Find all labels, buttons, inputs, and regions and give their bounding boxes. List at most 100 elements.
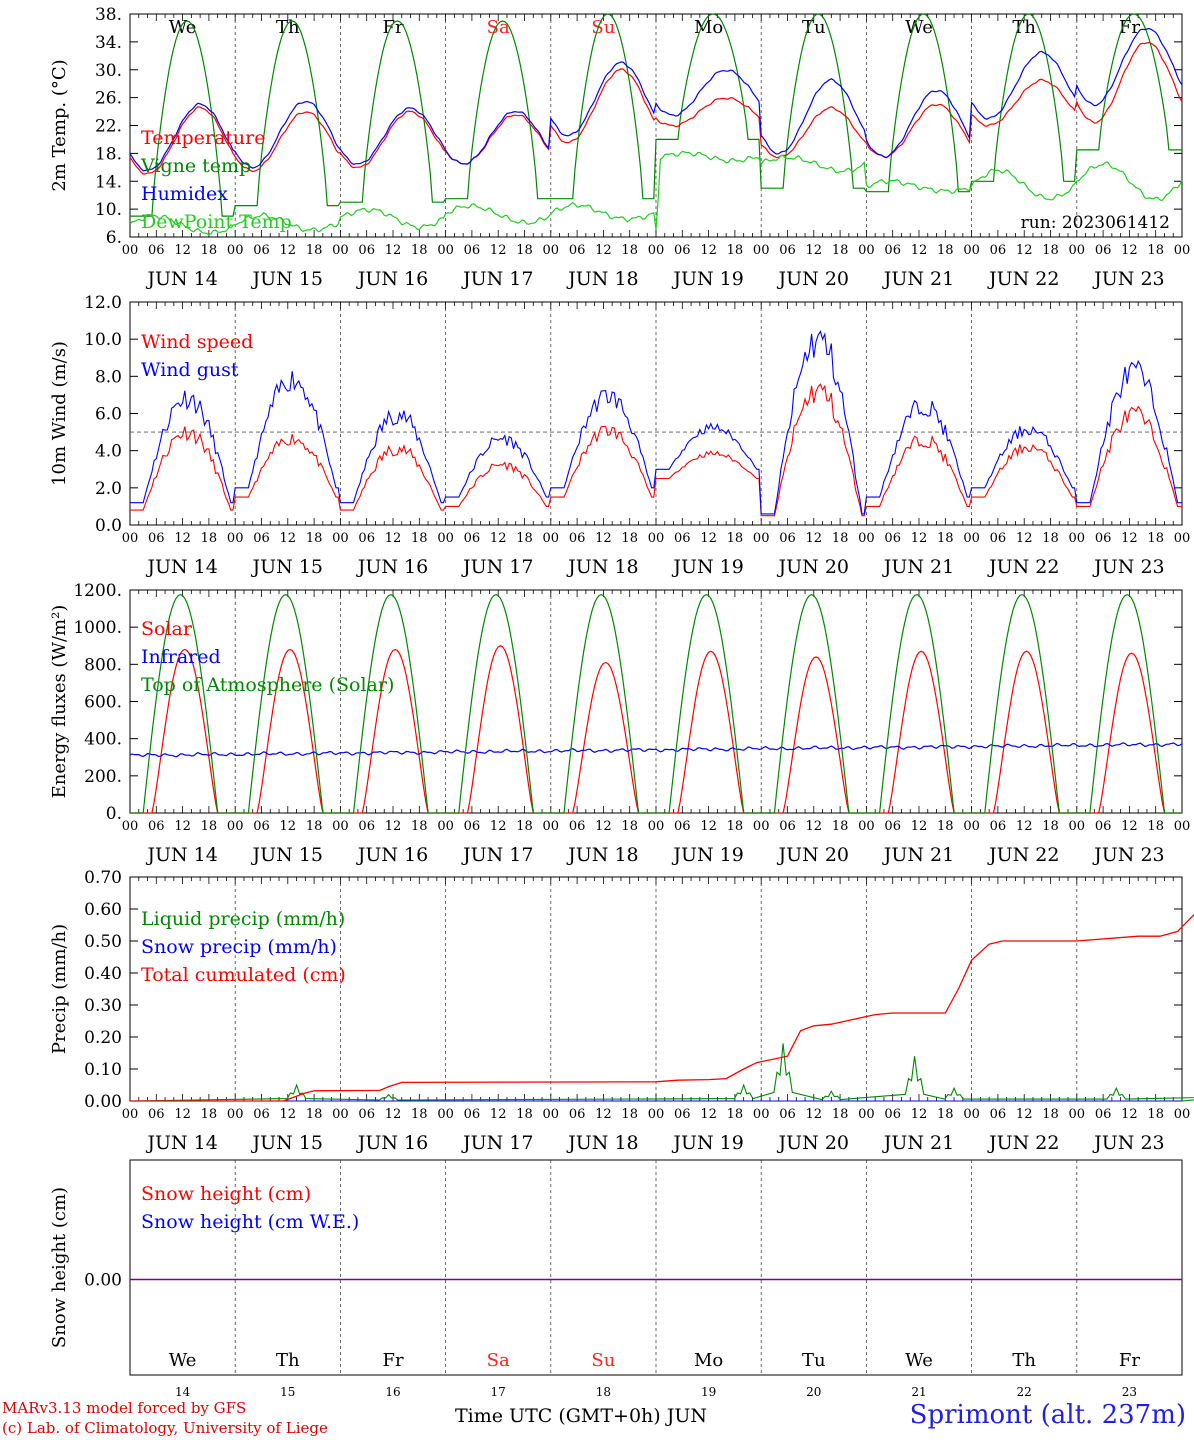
- hour-tick-label: 12: [806, 243, 823, 258]
- weekday-label: We: [169, 17, 197, 38]
- hour-tick-label: 06: [358, 1107, 375, 1122]
- y-tick-label: 600.: [84, 693, 122, 713]
- hour-tick-label: 18: [1147, 243, 1164, 258]
- weekday-label: We: [905, 1350, 933, 1371]
- date-label: JUN 22: [987, 844, 1059, 866]
- hour-tick-label: 06: [779, 243, 796, 258]
- date-label: JUN 22: [987, 1132, 1059, 1154]
- date-label: JUN 16: [356, 268, 428, 290]
- hour-tick-label: 18: [621, 531, 638, 546]
- hour-tick-label: 12: [595, 1107, 612, 1122]
- y-axis-label: Precip (mm/h): [49, 924, 70, 1054]
- hour-tick-label: 18: [516, 243, 533, 258]
- hour-tick-label: 18: [937, 819, 954, 834]
- hour-tick-label: 06: [779, 531, 796, 546]
- hour-tick-label: 00: [437, 243, 454, 258]
- legend-entry: Temperature: [141, 127, 265, 149]
- date-label: JUN 19: [671, 556, 743, 578]
- hour-tick-label: 12: [911, 819, 928, 834]
- weekday-label: Th: [276, 17, 300, 38]
- hour-tick-label: 06: [253, 243, 270, 258]
- date-label: JUN 15: [251, 268, 323, 290]
- weekday-label: Th: [276, 1350, 300, 1371]
- y-tick-label: 0.50: [84, 932, 122, 952]
- date-label: JUN 19: [671, 1132, 743, 1154]
- date-label: JUN 16: [356, 844, 428, 866]
- date-label: JUN 17: [461, 268, 533, 290]
- weekday-label: Fr: [382, 17, 403, 38]
- hour-tick-label: 18: [306, 819, 323, 834]
- date-label: JUN 23: [1092, 268, 1164, 290]
- hour-tick-label: 18: [201, 1107, 218, 1122]
- y-tick-label: 0.60: [84, 900, 122, 920]
- hour-tick-label: 06: [569, 819, 586, 834]
- hour-tick-label: 06: [884, 1107, 901, 1122]
- hour-tick-label: 00: [122, 819, 139, 834]
- legend-entry: Solar: [141, 618, 193, 640]
- series-line-0: [129, 41, 1183, 175]
- hour-tick-label: 12: [911, 243, 928, 258]
- hour-tick-label: 18: [727, 1107, 744, 1122]
- hour-tick-label: 18: [937, 243, 954, 258]
- hour-tick-label: 00: [858, 819, 875, 834]
- y-tick-label: 26.: [95, 89, 122, 109]
- hour-tick-label: 00: [227, 531, 244, 546]
- hour-tick-label: 18: [516, 531, 533, 546]
- hour-tick-label: 18: [201, 531, 218, 546]
- y-tick-label: 38.: [95, 5, 122, 25]
- model-credit: MARv3.13 model forced by GFS: [2, 1399, 247, 1417]
- hour-tick-label: 06: [569, 531, 586, 546]
- hour-tick-label: 18: [621, 1107, 638, 1122]
- hour-tick-label: 06: [990, 531, 1007, 546]
- y-tick-label: 0.: [106, 804, 122, 824]
- date-label: JUN 18: [566, 1132, 638, 1154]
- hour-tick-label: 00: [332, 1107, 349, 1122]
- hour-tick-label: 00: [858, 531, 875, 546]
- date-label: JUN 21: [882, 268, 954, 290]
- hour-tick-label: 12: [174, 819, 191, 834]
- series-line-0: [129, 1043, 1194, 1102]
- hour-tick-label: 12: [700, 531, 717, 546]
- hour-tick-label: 00: [963, 819, 980, 834]
- weekday-label: Th: [1012, 17, 1036, 38]
- y-tick-label: 2.0: [95, 479, 122, 499]
- hour-tick-label: 12: [385, 531, 402, 546]
- hour-tick-label: 00: [1069, 531, 1086, 546]
- hour-tick-label: 06: [884, 531, 901, 546]
- hour-tick-label: 12: [1016, 243, 1033, 258]
- hour-tick-label: 06: [1095, 1107, 1112, 1122]
- y-tick-label: 22.: [95, 117, 122, 137]
- hour-tick-label: 00: [543, 819, 560, 834]
- date-label: JUN 17: [461, 556, 533, 578]
- day-number-label: 19: [701, 1385, 716, 1399]
- hour-tick-label: 00: [122, 531, 139, 546]
- y-tick-label: 0.20: [84, 1028, 122, 1048]
- hour-tick-label: 06: [990, 1107, 1007, 1122]
- hour-tick-label: 18: [832, 1107, 849, 1122]
- y-tick-label: 30.: [95, 61, 122, 81]
- weekday-label: Su: [591, 1350, 615, 1371]
- series-line-3: [129, 150, 1183, 236]
- date-label: JUN 22: [987, 556, 1059, 578]
- date-label: JUN 20: [777, 844, 849, 866]
- hour-tick-label: 18: [937, 531, 954, 546]
- hour-tick-label: 18: [937, 1107, 954, 1122]
- y-tick-label: 1000.: [73, 618, 122, 638]
- date-label: JUN 14: [145, 556, 217, 578]
- day-number-label: 18: [596, 1385, 611, 1399]
- hour-tick-label: 06: [253, 531, 270, 546]
- legend-entry: Total cumulated (cm): [141, 964, 346, 986]
- hour-tick-label: 18: [411, 243, 428, 258]
- date-label: JUN 21: [882, 844, 954, 866]
- hour-tick-label: 00: [648, 243, 665, 258]
- hour-tick-label: 06: [148, 243, 165, 258]
- y-tick-label: 18.: [95, 144, 122, 164]
- day-number-label: 23: [1122, 1385, 1137, 1399]
- hour-tick-label: 12: [174, 531, 191, 546]
- hour-tick-label: 06: [464, 243, 481, 258]
- legend-entry: Humidex: [141, 183, 228, 205]
- weekday-label: Fr: [1119, 1350, 1140, 1371]
- hour-tick-label: 12: [490, 243, 507, 258]
- time-axis-label: Time UTC (GMT+0h) JUN: [455, 1405, 707, 1427]
- date-label: JUN 17: [461, 1132, 533, 1154]
